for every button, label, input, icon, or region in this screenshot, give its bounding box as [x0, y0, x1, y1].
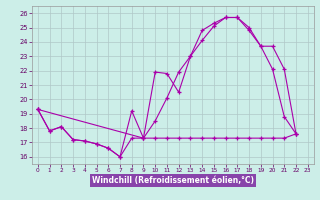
- X-axis label: Windchill (Refroidissement éolien,°C): Windchill (Refroidissement éolien,°C): [92, 176, 254, 185]
